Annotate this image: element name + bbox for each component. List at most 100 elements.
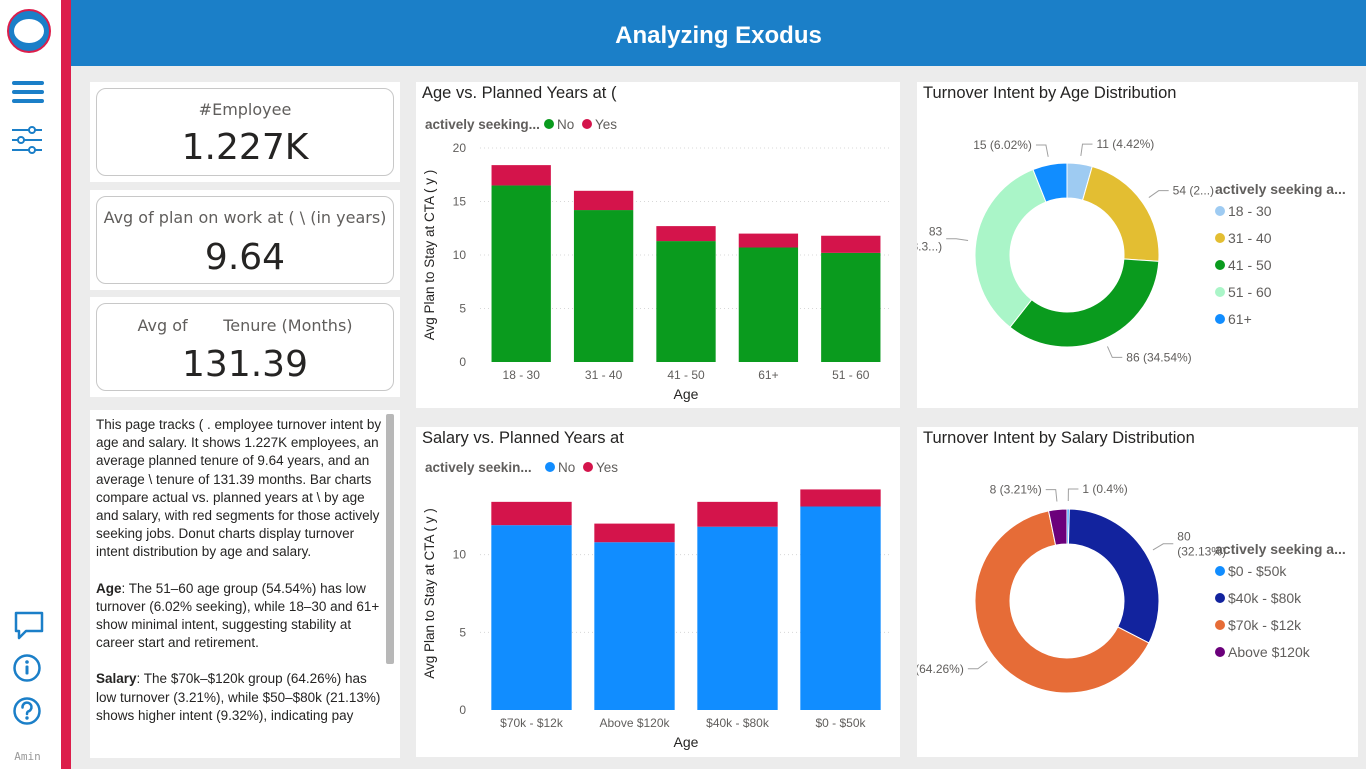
legend-label: $0 - $50k xyxy=(1228,563,1287,579)
x-tick-label: 41 - 50 xyxy=(667,368,705,382)
chart-title: Turnover Intent by Salary Distribution xyxy=(923,429,1195,447)
bar-segment-no xyxy=(738,247,799,362)
label-leader xyxy=(1148,190,1169,198)
legend-label: No xyxy=(557,117,574,132)
legend-marker xyxy=(1215,593,1225,603)
x-tick-label: 31 - 40 xyxy=(585,368,623,382)
bar-segment-yes xyxy=(738,233,799,248)
narrative-scrollbar[interactable] xyxy=(386,414,394,664)
bar-segment-no xyxy=(491,525,572,710)
label-leader xyxy=(1045,489,1058,502)
bar-segment-yes xyxy=(491,165,551,186)
kpi-tenure-panel: Avg of Tenure (Months) 131.39 xyxy=(90,297,400,397)
y-axis-label: Avg Plan to Stay at CTA ( y ) xyxy=(422,508,437,679)
x-tick-label: 51 - 60 xyxy=(832,368,870,382)
legend-label: 51 - 60 xyxy=(1228,284,1272,300)
kpi-label: Avg of plan on work at ( \ (in years) xyxy=(103,208,387,227)
legend-label: 18 - 30 xyxy=(1228,203,1272,219)
kpi-plan-card[interactable]: Avg of plan on work at ( \ (in years) 9.… xyxy=(96,196,394,284)
donut-slice xyxy=(1009,258,1160,348)
y-tick-label: 15 xyxy=(453,195,467,209)
page-title: Analyzing Exodus xyxy=(615,22,822,49)
y-tick-label: 5 xyxy=(459,302,466,316)
legend-marker xyxy=(1215,566,1225,576)
legend-title: actively seekin... xyxy=(425,460,532,475)
bar-segment-yes xyxy=(697,501,778,527)
legend-marker xyxy=(582,119,592,129)
bar-segment-yes xyxy=(656,226,716,242)
y-tick-label: 10 xyxy=(453,248,467,262)
info-icon[interactable] xyxy=(12,653,42,683)
legend-label: Yes xyxy=(595,117,617,132)
y-tick-label: 0 xyxy=(459,355,466,369)
x-tick-label: 18 - 30 xyxy=(503,368,541,382)
legend-label: $40k - $80k xyxy=(1228,590,1302,606)
legend-marker xyxy=(544,119,554,129)
data-label: 1 (0.4%) xyxy=(1082,482,1127,496)
narrative-text: This page tracks ( . employee turnover i… xyxy=(96,416,386,743)
donut-slice xyxy=(974,510,1150,694)
legend-label: No xyxy=(558,460,575,475)
legend-label: 61+ xyxy=(1228,311,1252,327)
kpi-value: 1.227K xyxy=(181,127,309,168)
menu-icon[interactable] xyxy=(12,80,44,104)
accent-bar xyxy=(61,0,71,769)
narrative-salary: Salary: The $70k–$120k group (64.26%) ha… xyxy=(96,670,386,725)
salary-donut-panel: Turnover Intent by Salary Distribution 1… xyxy=(917,427,1358,757)
kpi-employee-card[interactable]: #Employee 1.227K xyxy=(96,88,394,176)
bar-segment-yes xyxy=(573,190,634,211)
legend-label: Yes xyxy=(596,460,618,475)
bar-segment-no xyxy=(800,506,881,710)
kpi-employee-panel: #Employee 1.227K xyxy=(90,82,400,182)
legend-marker xyxy=(545,462,555,472)
author-label: Amin xyxy=(14,750,41,763)
donut-slice xyxy=(1082,165,1160,262)
legend-title: actively seeking... xyxy=(425,117,540,132)
legend-marker xyxy=(1215,260,1225,270)
x-tick-label: Above $120k xyxy=(599,716,670,730)
legend-marker xyxy=(1215,620,1225,630)
label-leader xyxy=(1080,143,1093,157)
narrative-age: Age: The 51–60 age group (54.54%) has lo… xyxy=(96,580,386,653)
data-label: 15 (6.02%) xyxy=(973,138,1032,152)
legend-marker xyxy=(1215,314,1225,324)
x-tick-label: $70k - $12k xyxy=(500,716,564,730)
kpi-value: 9.64 xyxy=(204,237,286,278)
chat-icon[interactable] xyxy=(14,611,44,641)
kpi-plan-panel: Avg of plan on work at ( \ (in years) 9.… xyxy=(90,190,400,290)
bar-segment-yes xyxy=(800,489,881,507)
chart-title: Age vs. Planned Years at ( xyxy=(422,84,617,102)
header-bar: Analyzing Exodus xyxy=(71,0,1366,66)
legend-title: actively seeking a... xyxy=(1215,181,1346,197)
data-label: 86 (34.54%) xyxy=(1126,350,1191,364)
salary-donut-chart: 1 (0.4%) 80(32.13%) 160 (64.26%) 8 (3.21%) a… xyxy=(917,482,1346,694)
label-leader xyxy=(1152,543,1174,551)
legend-marker xyxy=(1215,647,1225,657)
help-icon[interactable] xyxy=(12,696,42,726)
x-axis-label: Age xyxy=(674,734,699,750)
y-tick-label: 5 xyxy=(459,625,466,639)
legend-label: 41 - 50 xyxy=(1228,257,1272,273)
filter-sliders-icon[interactable] xyxy=(12,125,42,155)
x-tick-label: $0 - $50k xyxy=(815,716,866,730)
kpi-label: Avg of Tenure (Months) xyxy=(137,316,353,335)
left-nav: Amin xyxy=(0,0,61,769)
age-bar-chart-panel: Age vs. Planned Years at ( actively seek… xyxy=(416,82,900,408)
legend-marker xyxy=(1215,206,1225,216)
narrative-panel: This page tracks ( . employee turnover i… xyxy=(90,410,400,758)
narrative-intro: This page tracks ( . employee turnover i… xyxy=(96,417,382,560)
legend-title: actively seeking a... xyxy=(1215,541,1346,557)
narrative-age-label: Age xyxy=(96,580,122,596)
narrative-age-text: : The 51–60 age group (54.54%) has low t… xyxy=(96,580,380,651)
data-label: 54 (2...) xyxy=(1173,184,1214,198)
y-tick-label: 20 xyxy=(453,141,467,155)
bar-segment-no xyxy=(594,542,675,710)
data-label: 80 xyxy=(1177,529,1191,543)
donut-slice xyxy=(1047,508,1068,546)
logo-icon[interactable] xyxy=(7,9,51,53)
x-tick-label: 61+ xyxy=(758,368,778,382)
bar-segment-no xyxy=(491,185,551,362)
kpi-tenure-card[interactable]: Avg of Tenure (Months) 131.39 xyxy=(96,303,394,391)
label-leader xyxy=(1035,144,1049,157)
data-label: 160 (64.26%) xyxy=(917,662,964,676)
